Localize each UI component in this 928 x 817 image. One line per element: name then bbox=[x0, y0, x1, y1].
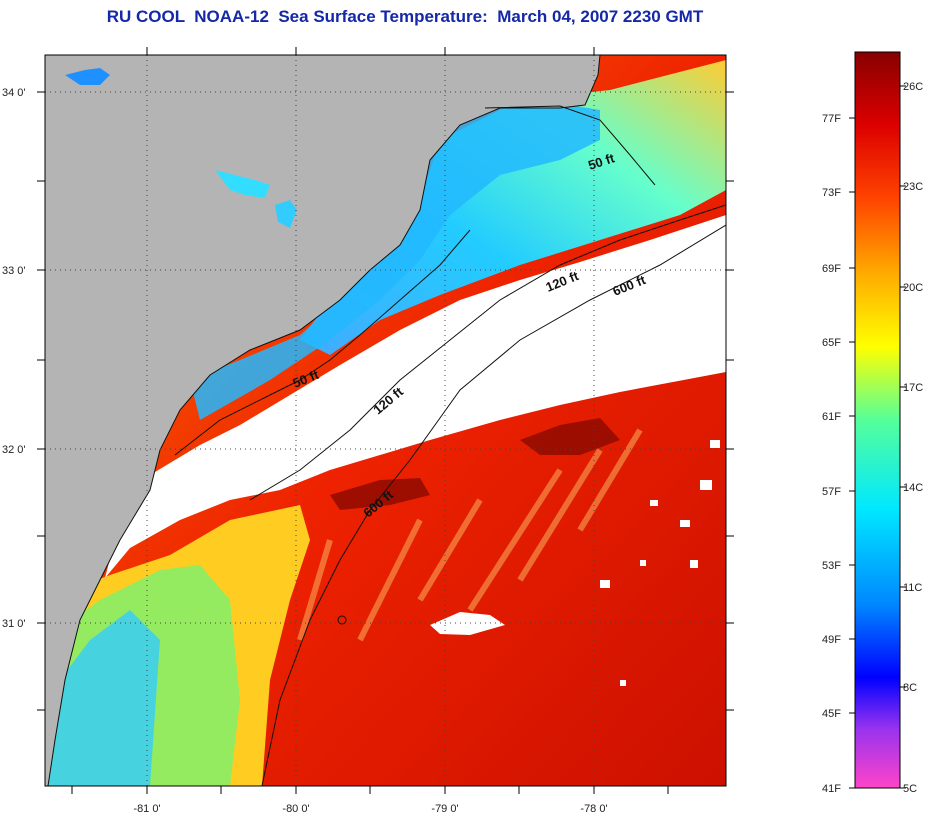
lon-label-81: -81 0' bbox=[133, 803, 160, 815]
contour-50ft-south bbox=[174, 229, 471, 456]
lat-label-33: 33 0' bbox=[2, 265, 26, 277]
colorbar-f-label: 65F bbox=[822, 337, 841, 349]
colorbar-c-label: 17C bbox=[903, 382, 923, 394]
cloud-band bbox=[105, 215, 726, 578]
land-area bbox=[45, 55, 600, 786]
lon-label-78: -78 0' bbox=[580, 803, 607, 815]
page-title: RU COOL NOAA-12 Sea Surface Temperature:… bbox=[106, 7, 704, 26]
colorbar-c-label: 26C bbox=[903, 81, 923, 93]
colorbar-c-label: 20C bbox=[903, 282, 923, 294]
lon-label-80: -80 0' bbox=[282, 803, 309, 815]
colorbar-c-label: 11C bbox=[903, 582, 922, 594]
colorbar-f-label: 45F bbox=[822, 708, 841, 720]
scattered-clouds bbox=[430, 440, 720, 686]
coastline bbox=[47, 55, 601, 786]
nearshore-cool-south bbox=[45, 610, 160, 786]
colorbar-c-label: 23C bbox=[903, 181, 923, 193]
colorbar-f-label: 73F bbox=[822, 187, 841, 199]
colorbar-c-label: 5C bbox=[903, 783, 917, 795]
colorbar-f-label: 49F bbox=[822, 634, 841, 646]
colorbar-f-label: 61F bbox=[822, 411, 841, 423]
coastal-cold-band bbox=[190, 100, 600, 420]
cool-shelf-north bbox=[300, 60, 726, 355]
graticule bbox=[45, 55, 726, 786]
map-frame bbox=[44, 54, 727, 787]
colorbar bbox=[854, 51, 901, 789]
colorbar-c-label: 8C bbox=[903, 682, 917, 694]
lon-label-79: -79 0' bbox=[431, 803, 458, 815]
axis-ticks bbox=[37, 47, 734, 794]
colorbar-ticks bbox=[849, 85, 906, 789]
lat-label-34: 34 0' bbox=[2, 87, 26, 99]
contour-600ft bbox=[261, 224, 726, 786]
colorbar-f-label: 57F bbox=[822, 486, 841, 498]
colorbar-f-label: 69F bbox=[822, 263, 841, 275]
lat-label-32: 32 0' bbox=[2, 444, 26, 456]
colorbar-f-label: 53F bbox=[822, 560, 841, 572]
contour-120ft bbox=[249, 204, 726, 501]
contour-50ft-north bbox=[484, 105, 656, 186]
colorbar-f-label: 77F bbox=[822, 113, 841, 125]
warm-water-streaks bbox=[297, 428, 643, 642]
lat-label-31: 31 0' bbox=[2, 618, 26, 630]
colorbar-f-label: 41F bbox=[822, 783, 841, 795]
colorbar-c-label: 14C bbox=[903, 482, 923, 494]
